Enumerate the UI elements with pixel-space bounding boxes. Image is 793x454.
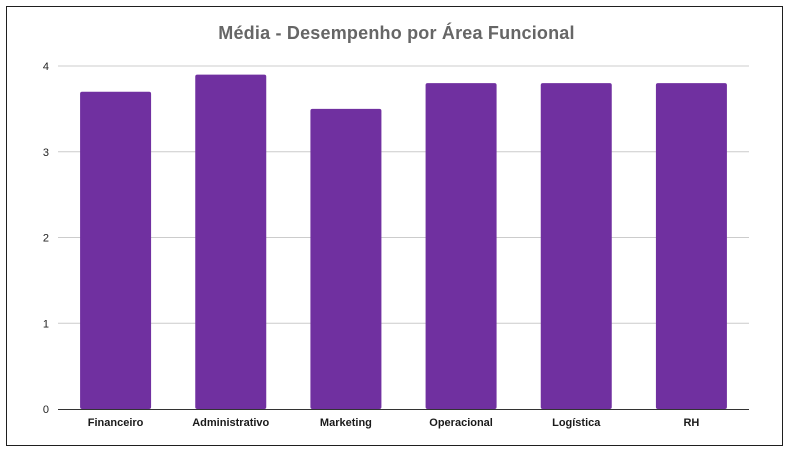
y-tick-label: 4 [43, 61, 49, 73]
y-tick-label: 3 [43, 147, 49, 159]
bar-financeiro [80, 91, 152, 409]
x-tick-label: Administrativo [192, 417, 269, 429]
x-tick-label: Logística [552, 417, 601, 429]
x-tick-label: Financeiro [88, 417, 144, 429]
bar-rh [655, 83, 727, 410]
y-tick-label: 0 [43, 404, 49, 416]
bar-logistica [540, 83, 612, 410]
bar-marketing [310, 108, 382, 409]
bar-operacional [425, 83, 497, 410]
x-tick-label: RH [683, 417, 699, 429]
y-tick-labels: 0 1 2 3 4 [43, 61, 49, 416]
x-tick-label: Marketing [320, 417, 372, 429]
bars [80, 74, 727, 410]
gridlines [58, 65, 749, 324]
x-tick-label: Operacional [429, 417, 493, 429]
x-tick-labels: Financeiro Administrativo Marketing Operaci… [88, 417, 700, 429]
y-tick-label: 1 [43, 318, 49, 330]
bar-administrativo [195, 74, 267, 409]
chart-title: Média - Desempenho por Área Funcional [218, 23, 575, 43]
y-tick-label: 2 [43, 233, 49, 245]
